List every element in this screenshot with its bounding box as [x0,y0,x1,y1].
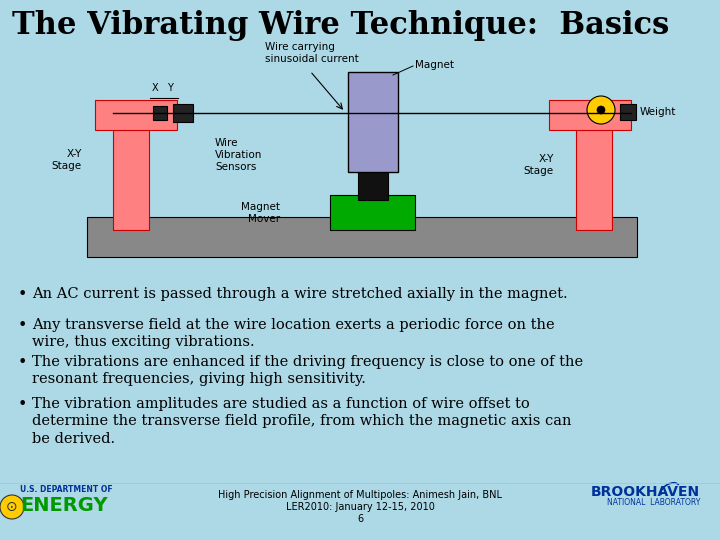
Bar [113,120,149,230]
Text: X-Y
Stage: X-Y Stage [524,154,554,176]
Text: The Vibrating Wire Technique:  Basics: The Vibrating Wire Technique: Basics [12,10,670,41]
Bar [348,72,398,172]
Text: LER2010: January 12-15, 2010: LER2010: January 12-15, 2010 [286,502,434,512]
Bar [95,100,177,130]
Text: Magnet
Mover: Magnet Mover [241,202,280,224]
Bar [576,120,612,230]
Text: The vibration amplitudes are studied as a function of wire offset to
determine t: The vibration amplitudes are studied as … [32,397,572,445]
Circle shape [587,96,615,124]
Text: Magnet: Magnet [415,60,454,70]
Circle shape [0,495,24,519]
Text: Weight: Weight [640,107,676,117]
Bar [358,172,388,200]
Bar [153,106,167,120]
Text: U.S. DEPARTMENT OF: U.S. DEPARTMENT OF [20,485,112,494]
Text: BROOKHAVEN: BROOKHAVEN [591,485,700,499]
Text: •: • [18,287,27,302]
Bar [87,217,637,257]
Text: •: • [18,355,27,370]
Text: Any transverse field at the wire location exerts a periodic force on the
wire, t: Any transverse field at the wire locatio… [32,318,554,349]
Text: Wire carrying
sinusoidal current: Wire carrying sinusoidal current [265,43,359,64]
Text: Wire
Vibration
Sensors: Wire Vibration Sensors [215,138,262,172]
Bar [330,195,415,230]
Text: The vibrations are enhanced if the driving frequency is close to one of the
reso: The vibrations are enhanced if the drivi… [32,355,583,386]
Text: •: • [18,318,27,333]
Text: 6: 6 [357,514,363,524]
Text: •: • [18,397,27,412]
Text: An AC current is passed through a wire stretched axially in the magnet.: An AC current is passed through a wire s… [32,287,567,301]
Text: ⊙: ⊙ [6,500,18,514]
Text: ENERGY: ENERGY [20,496,107,515]
Text: X   Y: X Y [152,83,174,93]
Text: NATIONAL  LABORATORY: NATIONAL LABORATORY [607,498,700,507]
Bar [620,104,636,120]
Text: X-Y
Stage: X-Y Stage [52,149,82,171]
Circle shape [597,106,605,114]
Bar [549,100,631,130]
Bar [173,104,193,122]
Text: High Precision Alignment of Multipoles: Animesh Jain, BNL: High Precision Alignment of Multipoles: … [218,490,502,500]
